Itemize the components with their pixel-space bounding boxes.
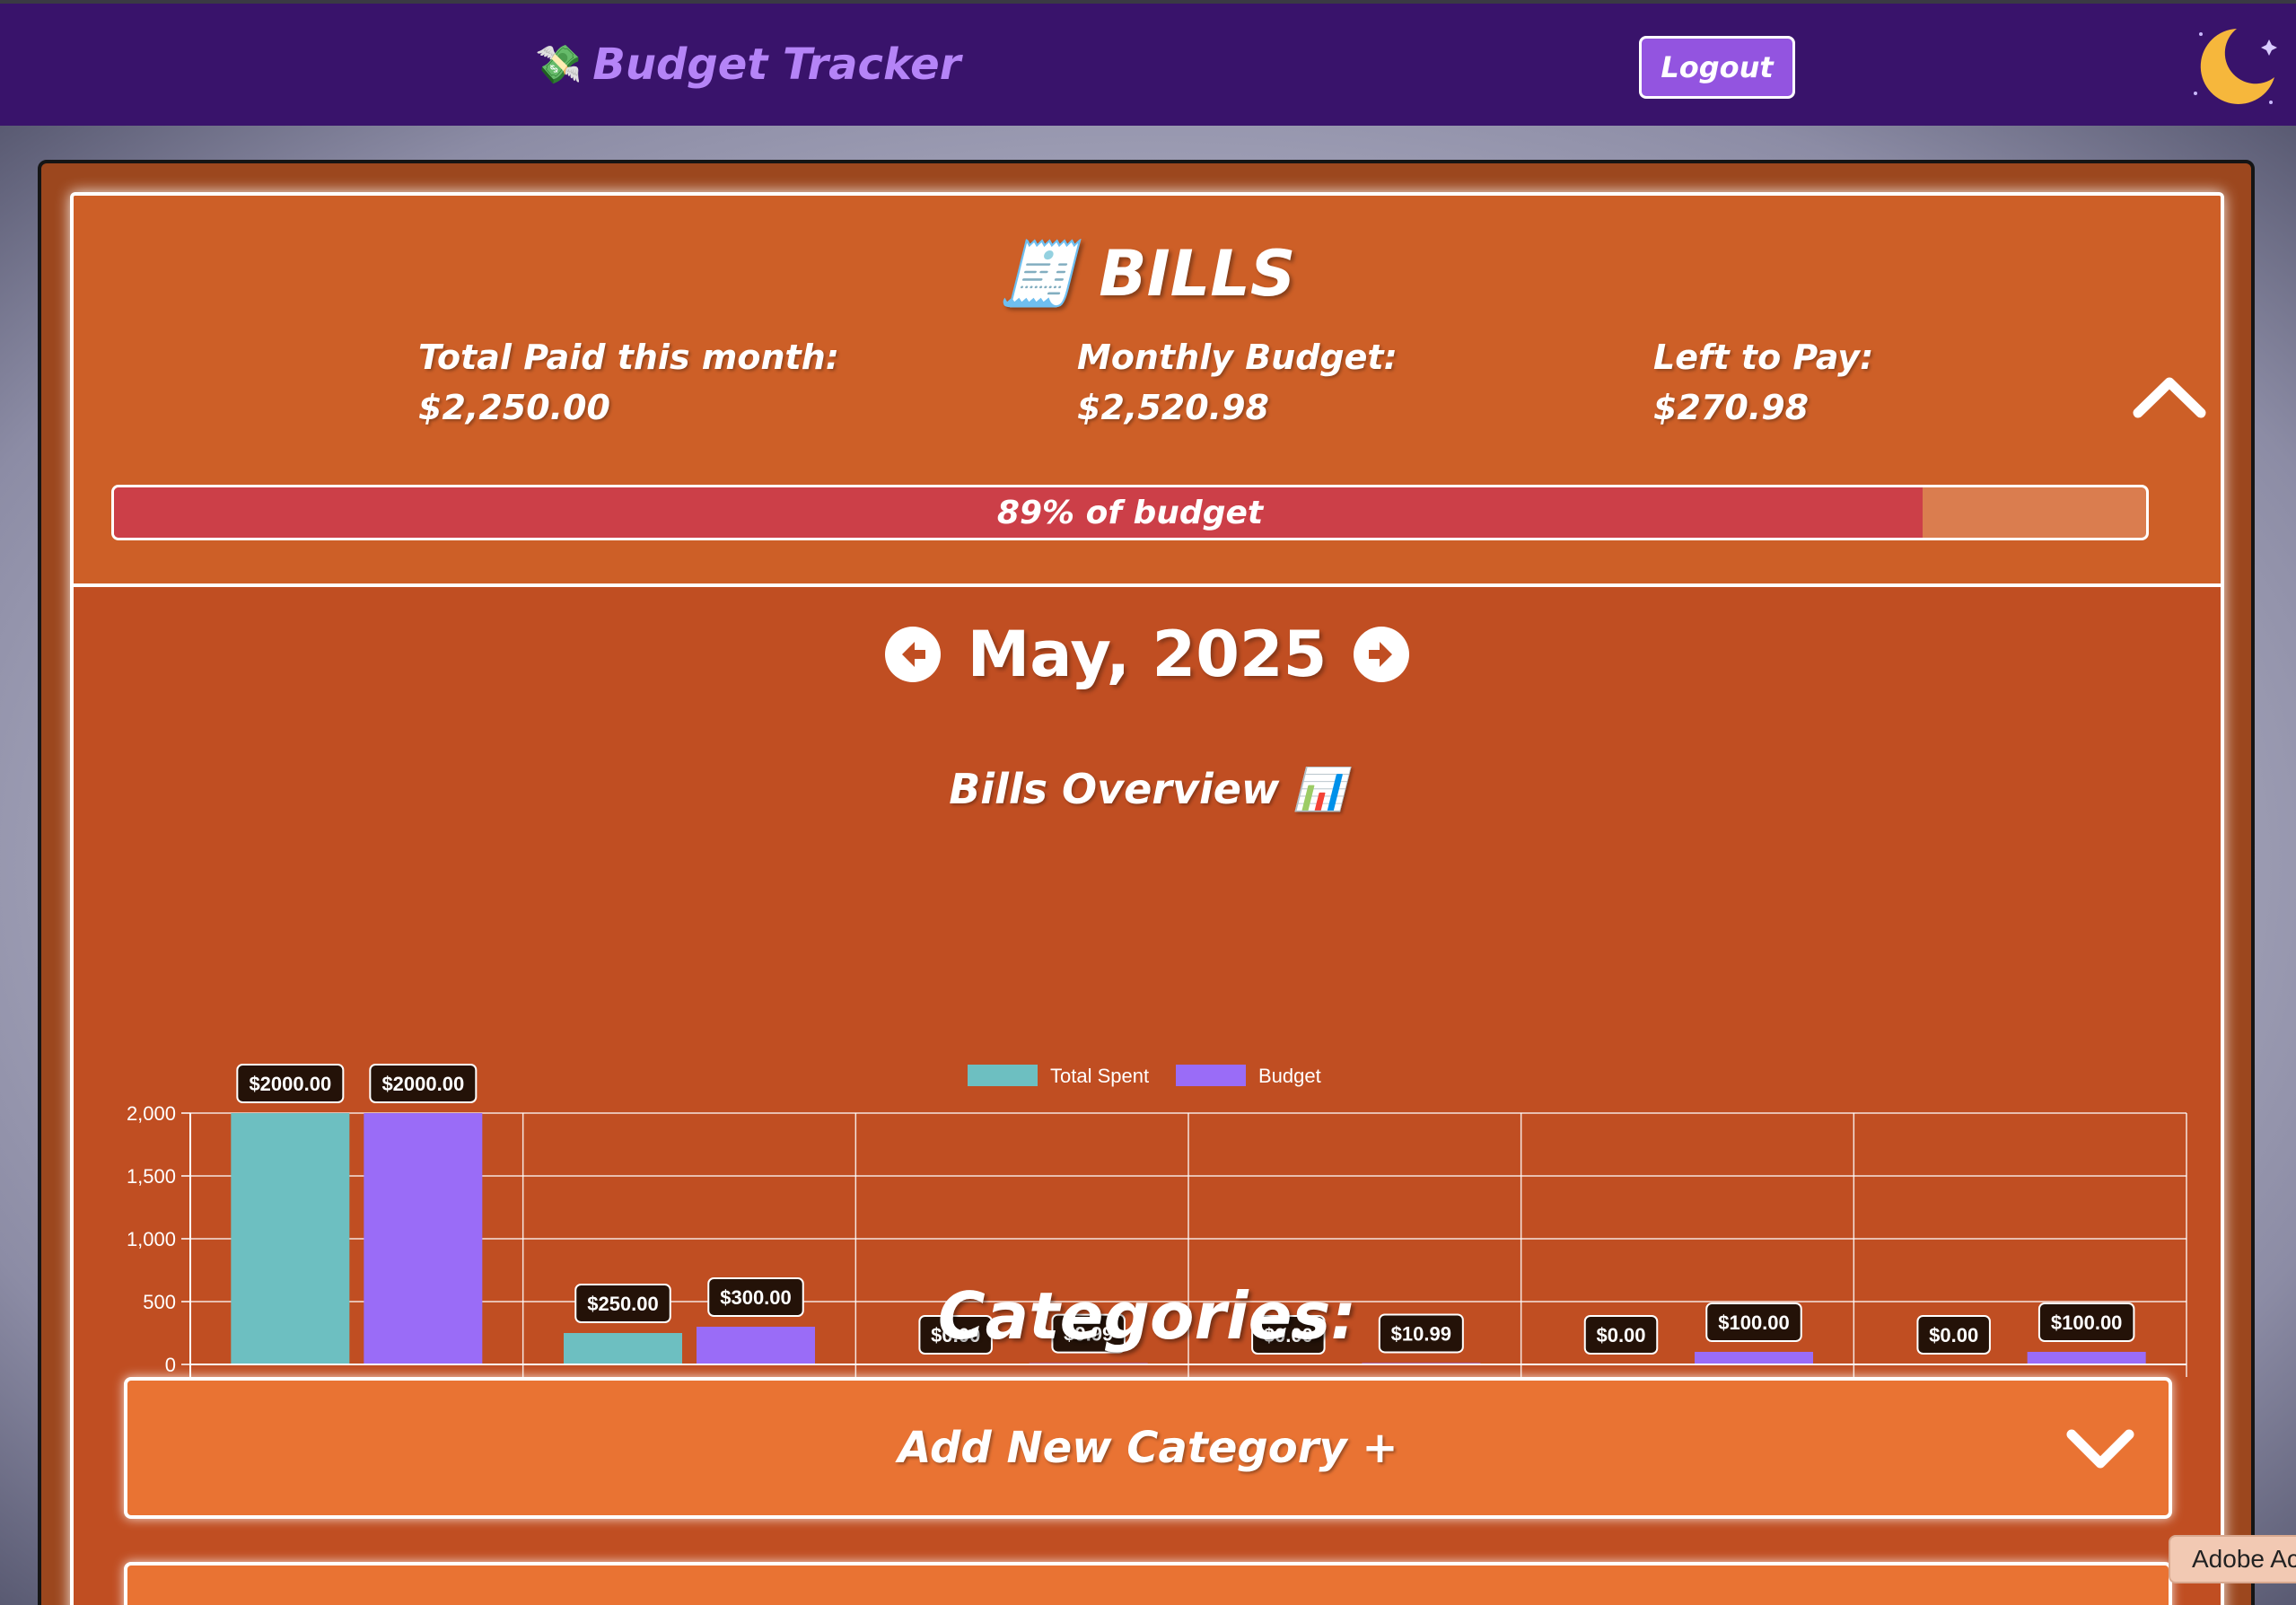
left-to-pay-label: Left to Pay: (1653, 338, 1874, 377)
monthly-budget-value: $2,520.98 (1077, 388, 1269, 427)
y-tick-label: 1,000 (127, 1228, 176, 1250)
data-label-box (1251, 1315, 1326, 1355)
data-label: $10.99 (1391, 1322, 1451, 1345)
budget-progress-label: 89% of budget (996, 494, 1264, 531)
logout-button[interactable]: Logout (1639, 36, 1795, 99)
budget-progress-fill (114, 487, 1923, 538)
data-label-box (1378, 1313, 1464, 1354)
bills-panel: 🧾 BILLS Total Paid this month: $2,250.00… (70, 192, 2224, 1605)
data-label-box (1916, 1315, 1991, 1355)
data-label-box (1051, 1313, 1126, 1354)
data-label-box (574, 1284, 671, 1323)
data-label: $2000.00 (381, 1073, 464, 1095)
navbar: 💸 Budget Tracker Logout (0, 0, 2296, 126)
bar-budget (697, 1327, 815, 1364)
y-tick-label: 2,000 (127, 1102, 176, 1125)
data-label: $2000.00 (249, 1073, 331, 1095)
previous-month-button[interactable] (884, 627, 941, 682)
total-paid-stat: Total Paid this month: $2,250.00 (418, 332, 839, 433)
legend-swatch (1176, 1065, 1246, 1086)
data-label-box (1583, 1315, 1659, 1355)
monthly-budget-stat: Monthly Budget: $2,520.98 (1077, 332, 1398, 433)
arrow-right-icon (1369, 642, 1393, 667)
chevron-up-icon[interactable] (2129, 366, 2210, 429)
data-label-box (369, 1064, 478, 1103)
receipt-icon: 🧾 (998, 237, 1077, 311)
data-label: $250.00 (587, 1293, 659, 1315)
chevron-down-icon[interactable] (2064, 1422, 2136, 1476)
data-label-box (2037, 1302, 2135, 1342)
brand-title: Budget Tracker (592, 39, 961, 90)
data-label-box (1705, 1302, 1802, 1342)
moon-icon[interactable] (2183, 22, 2282, 111)
categories-title: Categories: (937, 1278, 1357, 1354)
bills-title: 🧾 BILLS (74, 237, 2221, 311)
chart-title: Bills Overview 📊 (74, 765, 2221, 814)
bills-title-text: BILLS (1099, 237, 1296, 311)
bar-chart-icon: 📊 (1293, 765, 1345, 813)
data-label: $0.00 (1596, 1324, 1645, 1346)
legend-label: Total Spent (1050, 1065, 1149, 1087)
bar-budget (2027, 1352, 2146, 1364)
bar-total-spent (564, 1333, 682, 1364)
left-to-pay-stat: Left to Pay: $270.98 (1653, 332, 1873, 433)
month-navigation: May, 2025 (74, 618, 2221, 691)
brand[interactable]: 💸 Budget Tracker (535, 39, 960, 90)
y-tick-label: 1,500 (127, 1165, 176, 1188)
data-label: $300.00 (720, 1286, 792, 1309)
total-paid-value: $2,250.00 (418, 388, 610, 427)
data-label: $100.00 (2051, 1311, 2123, 1334)
bar-budget (364, 1113, 483, 1364)
bar-budget (1695, 1352, 1813, 1364)
add-category-button[interactable]: Add New Category + (124, 1377, 2172, 1519)
data-label-box (236, 1064, 345, 1103)
bills-summary: 🧾 BILLS Total Paid this month: $2,250.00… (74, 196, 2221, 587)
bar-total-spent (231, 1113, 350, 1364)
data-label: $0.00 (931, 1324, 980, 1346)
arrow-left-icon (901, 642, 925, 667)
next-month-button[interactable] (1354, 627, 1410, 682)
y-tick-label: 0 (165, 1354, 176, 1376)
data-label: $9.99 (1064, 1323, 1113, 1346)
money-with-wings-icon: 💸 (535, 42, 583, 86)
add-category-label: Add New Category + (898, 1423, 1398, 1473)
y-tick-label: 500 (143, 1291, 176, 1313)
data-label: $0.00 (1264, 1324, 1313, 1346)
total-paid-label: Total Paid this month: (418, 338, 839, 377)
budget-progress-bar: 89% of budget (111, 485, 2149, 540)
chart-title-text: Bills Overview (949, 765, 1280, 813)
monthly-budget-label: Monthly Budget: (1077, 338, 1398, 377)
legend-swatch (968, 1065, 1038, 1086)
data-label: $0.00 (1929, 1324, 1978, 1346)
adobe-tooltip: Adobe Ac (2169, 1535, 2296, 1583)
data-label: $100.00 (1718, 1311, 1790, 1334)
data-label-box (707, 1277, 804, 1317)
category-card[interactable] (124, 1562, 2172, 1605)
data-label-box (918, 1315, 993, 1355)
month-label: May, 2025 (967, 618, 1328, 691)
legend-label: Budget (1258, 1065, 1321, 1087)
left-to-pay-value: $270.98 (1653, 388, 1810, 427)
